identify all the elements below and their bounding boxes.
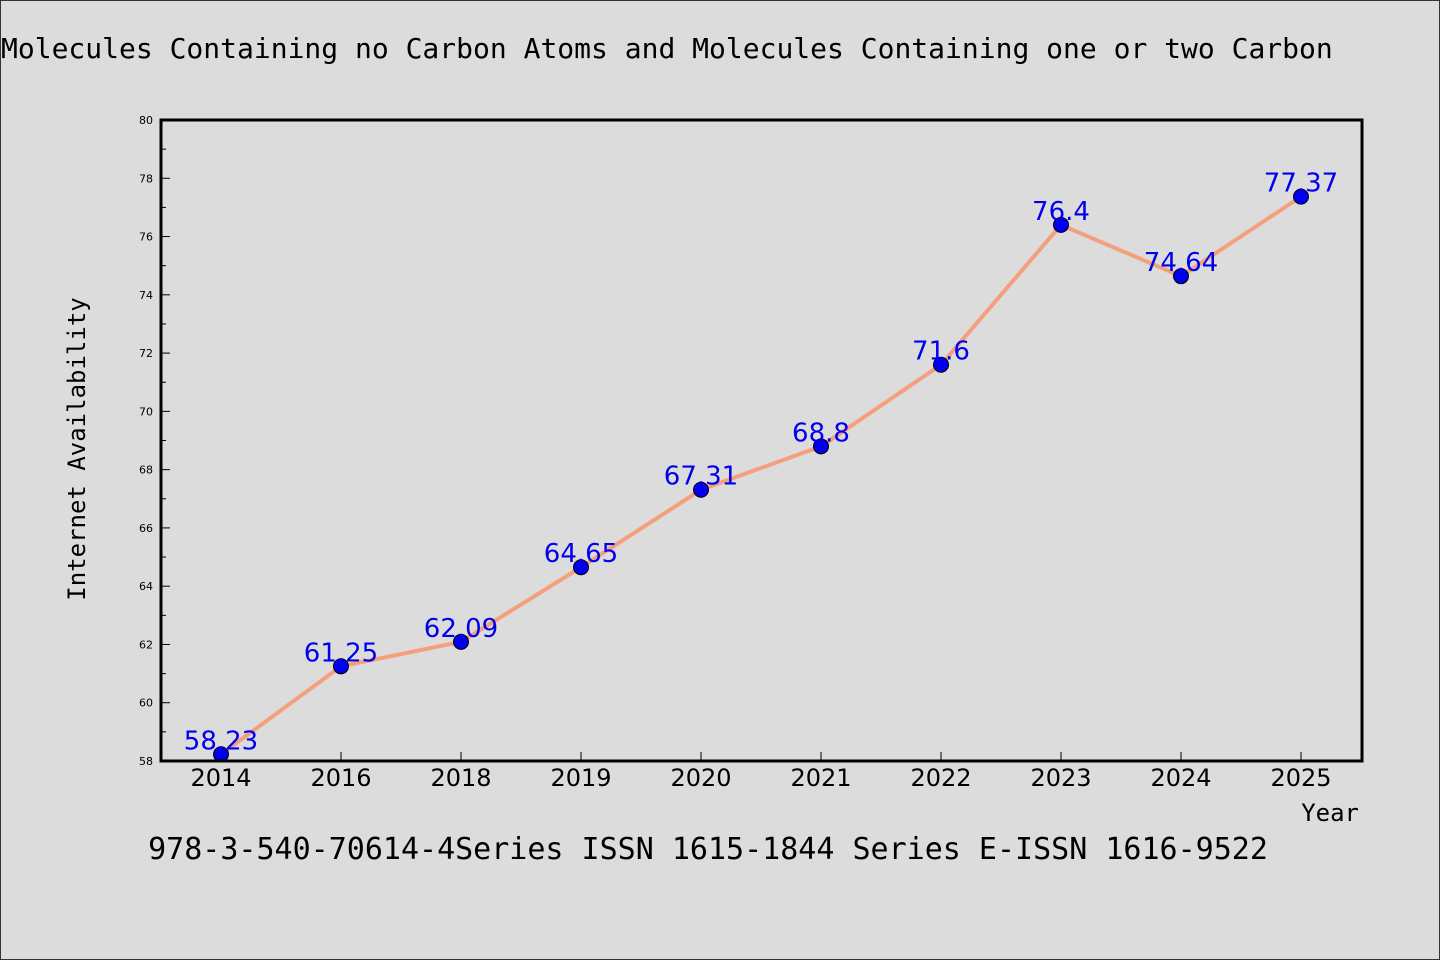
data-label: 74.64 [1144, 248, 1218, 278]
data-point[interactable] [1173, 268, 1189, 285]
data-point[interactable] [453, 633, 469, 650]
series-line [219, 194, 1303, 756]
y-tick-label: 72 [139, 347, 153, 360]
x-tick-label: 2019 [550, 764, 611, 792]
y-tick-label: 76 [139, 231, 153, 244]
y-tick-label: 62 [139, 638, 153, 651]
data-label: 68.8 [792, 418, 850, 448]
chart-title: Molecules Containing no Carbon Atoms and… [1, 32, 1333, 65]
y-tick-label: 78 [139, 172, 153, 185]
x-tick-label: 2022 [910, 764, 971, 792]
data-point[interactable] [573, 559, 589, 576]
data-point[interactable] [1053, 216, 1069, 233]
y-tick-label: 64 [139, 580, 153, 593]
y-axis-title: Internet Availability [63, 297, 91, 600]
x-tick-label: 2023 [1030, 764, 1091, 792]
x-tick-label: 2024 [1150, 764, 1211, 792]
series-line-group [213, 188, 1309, 763]
plot-area-frame [159, 118, 1364, 763]
x-tick-label: 2021 [790, 764, 851, 792]
data-point[interactable] [813, 438, 829, 455]
data-label: 77.37 [1264, 169, 1338, 199]
y-tick-label: 70 [139, 405, 153, 418]
data-label: 62.09 [424, 614, 498, 644]
y-tick-label: 80 [139, 114, 153, 127]
x-axis-title: Year [1301, 799, 1359, 827]
x-axis: 2014 2016 2018 2019 2020 2021 2022 2023 2024 2025 [190, 752, 1332, 792]
data-label: 64.65 [544, 539, 618, 569]
data-label: 61.25 [304, 638, 378, 668]
data-point[interactable] [933, 356, 949, 373]
x-tick-label: 2025 [1270, 764, 1331, 792]
data-labels: 58.23 61.25 62.09 64.65 67.31 68.8 71.6 76.4 74.… [184, 169, 1338, 757]
y-tick-label: 66 [139, 522, 153, 535]
isbn-issn-footer: 978-3-540-70614-4Series ISSN 1615-1844 S… [148, 832, 1268, 867]
y-tick-label: 60 [139, 697, 153, 710]
x-tick-label: 2018 [430, 764, 491, 792]
y-tick-label: 68 [139, 464, 153, 477]
data-label: 76.4 [1032, 197, 1090, 227]
y-tick-label: 58 [139, 755, 153, 768]
x-tick-label: 2016 [310, 764, 371, 792]
y-tick-label: 74 [139, 289, 153, 302]
data-point[interactable] [1293, 188, 1309, 205]
data-label: 58.23 [184, 726, 258, 756]
x-tick-label: 2020 [670, 764, 731, 792]
data-point[interactable] [693, 481, 709, 498]
y-axis: 58 60 62 64 66 68 70 72 74 76 78 80 [139, 114, 170, 768]
x-tick-label: 2014 [190, 764, 251, 792]
data-label: 71.6 [912, 337, 970, 367]
data-point[interactable] [333, 658, 349, 675]
data-label: 67.31 [664, 462, 738, 492]
